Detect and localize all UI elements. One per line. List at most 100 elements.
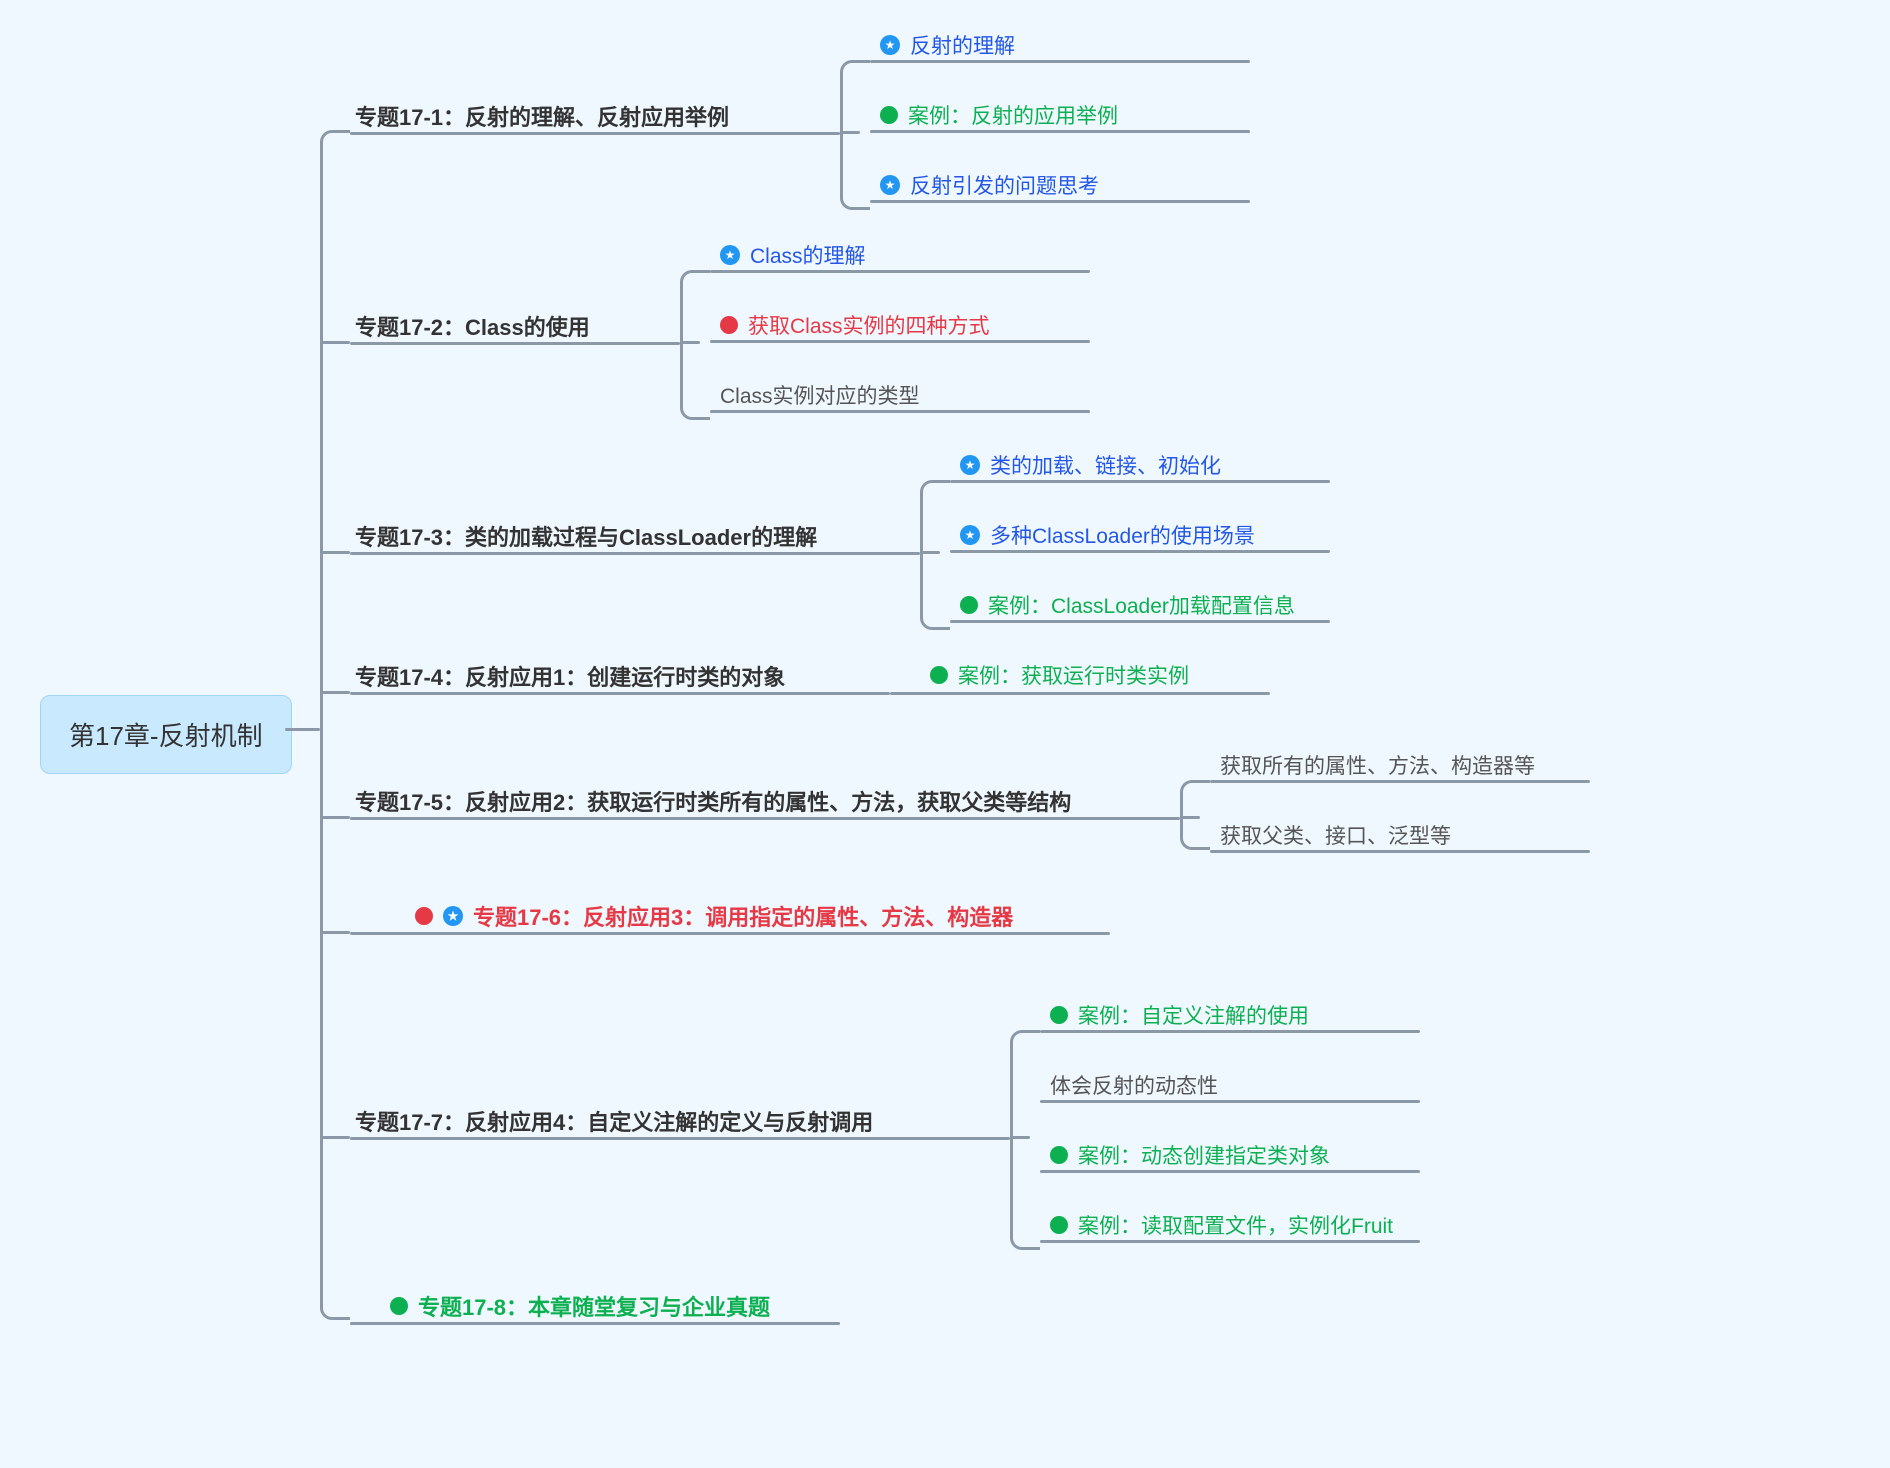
topic-underline bbox=[350, 817, 1180, 820]
topic-node[interactable]: 专题17-2：Class的使用 bbox=[355, 310, 590, 342]
topic-node[interactable]: 专题17-6：反射应用3：调用指定的属性、方法、构造器 bbox=[415, 900, 1013, 932]
leaf-node[interactable]: 获取父类、接口、泛型等 bbox=[1220, 820, 1451, 850]
leaf-node[interactable]: Class实例对应的类型 bbox=[720, 380, 920, 410]
leaf-node[interactable]: 案例：反射的应用举例 bbox=[880, 100, 1118, 130]
leaf-node[interactable]: 反射引发的问题思考 bbox=[880, 170, 1099, 200]
leaf-underline bbox=[870, 130, 1250, 133]
leaf-underline bbox=[710, 340, 1090, 343]
leaf-node[interactable]: 案例：获取运行时类实例 bbox=[930, 660, 1189, 690]
red-icon bbox=[415, 907, 433, 925]
root-bracket bbox=[320, 130, 350, 1320]
green-icon bbox=[390, 1297, 408, 1315]
bracket-tick bbox=[320, 816, 350, 819]
green-icon bbox=[1050, 1216, 1068, 1234]
child-bracket bbox=[1180, 780, 1210, 850]
topic-node[interactable]: 专题17-1：反射的理解、反射应用举例 bbox=[355, 100, 729, 132]
leaf-label: 案例：自定义注解的使用 bbox=[1078, 1000, 1309, 1030]
topic-underline bbox=[350, 1137, 1010, 1140]
leaf-underline bbox=[1210, 850, 1590, 853]
topic-node[interactable]: 专题17-3：类的加载过程与ClassLoader的理解 bbox=[355, 520, 817, 552]
topic-label: 专题17-8：本章随堂复习与企业真题 bbox=[418, 1290, 770, 1322]
leaf-label: 反射引发的问题思考 bbox=[910, 170, 1099, 200]
leaf-underline bbox=[710, 410, 1090, 413]
leaf-node[interactable]: Class的理解 bbox=[720, 240, 866, 270]
bracket-tick bbox=[320, 931, 350, 934]
leaf-node[interactable]: 获取Class实例的四种方式 bbox=[720, 310, 990, 340]
child-bracket bbox=[920, 480, 950, 630]
topic-node[interactable]: 专题17-5：反射应用2：获取运行时类所有的属性、方法，获取父类等结构 bbox=[355, 785, 1071, 817]
leaf-label: 多种ClassLoader的使用场景 bbox=[990, 520, 1255, 550]
leaf-underline bbox=[710, 270, 1090, 273]
root-node[interactable]: 第17章-反射机制 bbox=[40, 695, 292, 774]
leaf-label: 获取父类、接口、泛型等 bbox=[1220, 820, 1451, 850]
bracket-tick bbox=[320, 341, 350, 344]
leaf-node[interactable]: 类的加载、链接、初始化 bbox=[960, 450, 1221, 480]
green-icon bbox=[1050, 1006, 1068, 1024]
leaf-label: Class实例对应的类型 bbox=[720, 380, 920, 410]
root-label: 第17章-反射机制 bbox=[69, 721, 263, 751]
leaf-label: Class的理解 bbox=[750, 240, 866, 270]
leaf-node[interactable]: 多种ClassLoader的使用场景 bbox=[960, 520, 1255, 550]
leaf-node[interactable]: 案例：ClassLoader加载配置信息 bbox=[960, 590, 1295, 620]
green-icon bbox=[880, 106, 898, 124]
leaf-label: 反射的理解 bbox=[910, 30, 1015, 60]
topic-underline bbox=[350, 932, 1110, 935]
topic-node[interactable]: 专题17-7：反射应用4：自定义注解的定义与反射调用 bbox=[355, 1105, 873, 1137]
red-icon bbox=[720, 316, 738, 334]
leaf-underline bbox=[1040, 1240, 1420, 1243]
leaf-label: 体会反射的动态性 bbox=[1050, 1070, 1218, 1100]
leaf-node[interactable]: 案例：自定义注解的使用 bbox=[1050, 1000, 1309, 1030]
topic-label: 专题17-7：反射应用4：自定义注解的定义与反射调用 bbox=[355, 1105, 873, 1137]
leaf-underline bbox=[950, 480, 1330, 483]
leaf-node[interactable]: 获取所有的属性、方法、构造器等 bbox=[1220, 750, 1535, 780]
star-icon bbox=[720, 245, 740, 265]
leaf-node[interactable]: 案例：动态创建指定类对象 bbox=[1050, 1140, 1330, 1170]
leaf-label: 案例：ClassLoader加载配置信息 bbox=[988, 590, 1295, 620]
topic-label: 专题17-1：反射的理解、反射应用举例 bbox=[355, 100, 729, 132]
green-icon bbox=[1050, 1146, 1068, 1164]
leaf-underline bbox=[1040, 1100, 1420, 1103]
child-bracket bbox=[1010, 1030, 1040, 1250]
leaf-label: 案例：反射的应用举例 bbox=[908, 100, 1118, 130]
leaf-node[interactable]: 体会反射的动态性 bbox=[1050, 1070, 1218, 1100]
green-icon bbox=[930, 666, 948, 684]
leaf-underline bbox=[1040, 1170, 1420, 1173]
leaf-node[interactable]: 反射的理解 bbox=[880, 30, 1015, 60]
leaf-label: 案例：获取运行时类实例 bbox=[958, 660, 1189, 690]
topic-underline bbox=[350, 552, 920, 555]
leaf-underline bbox=[950, 620, 1330, 623]
leaf-underline bbox=[1040, 1030, 1420, 1033]
topic-underline bbox=[350, 1322, 840, 1325]
topic-underline bbox=[350, 692, 890, 695]
topic-underline bbox=[350, 342, 680, 345]
root-hline bbox=[285, 728, 320, 731]
leaf-label: 案例：读取配置文件，实例化Fruit bbox=[1078, 1210, 1393, 1240]
topic-label: 专题17-4：反射应用1：创建运行时类的对象 bbox=[355, 660, 785, 692]
topic-node[interactable]: 专题17-8：本章随堂复习与企业真题 bbox=[390, 1290, 770, 1322]
bracket-tick bbox=[320, 691, 350, 694]
leaf-label: 类的加载、链接、初始化 bbox=[990, 450, 1221, 480]
topic-node[interactable]: 专题17-4：反射应用1：创建运行时类的对象 bbox=[355, 660, 785, 692]
topic-label: 专题17-3：类的加载过程与ClassLoader的理解 bbox=[355, 520, 817, 552]
leaf-node[interactable]: 案例：读取配置文件，实例化Fruit bbox=[1050, 1210, 1393, 1240]
child-bracket bbox=[680, 270, 710, 420]
star-icon bbox=[443, 906, 463, 926]
leaf-underline bbox=[950, 550, 1330, 553]
star-icon bbox=[960, 525, 980, 545]
bracket-tick bbox=[320, 1136, 350, 1139]
star-icon bbox=[880, 175, 900, 195]
topic-label: 专题17-5：反射应用2：获取运行时类所有的属性、方法，获取父类等结构 bbox=[355, 785, 1071, 817]
topic-label: 专题17-6：反射应用3：调用指定的属性、方法、构造器 bbox=[473, 900, 1013, 932]
topic-underline bbox=[350, 132, 840, 135]
star-icon bbox=[880, 35, 900, 55]
leaf-underline bbox=[890, 692, 1270, 695]
leaf-label: 获取Class实例的四种方式 bbox=[748, 310, 990, 340]
leaf-label: 案例：动态创建指定类对象 bbox=[1078, 1140, 1330, 1170]
leaf-underline bbox=[1210, 780, 1590, 783]
leaf-underline bbox=[870, 60, 1250, 63]
green-icon bbox=[960, 596, 978, 614]
bracket-tick bbox=[320, 551, 350, 554]
star-icon bbox=[960, 455, 980, 475]
child-bracket bbox=[840, 60, 870, 210]
leaf-underline bbox=[870, 200, 1250, 203]
